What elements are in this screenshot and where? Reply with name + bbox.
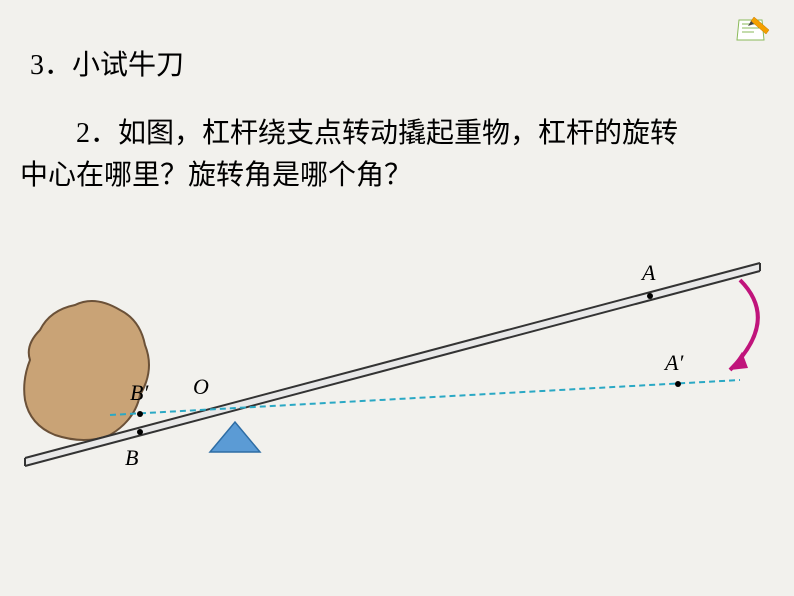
label-b-prime: B′ — [130, 380, 148, 406]
edit-icon — [734, 12, 774, 47]
question-line2: 中心在哪里？旋转角是哪个角？ — [20, 155, 678, 197]
label-b: B — [125, 445, 138, 471]
label-o: O — [193, 374, 209, 400]
lever-diagram: A A′ B B′ O — [0, 230, 794, 550]
rock-shape — [24, 301, 149, 440]
point-a-prime — [675, 381, 681, 387]
label-a: A — [642, 260, 655, 286]
point-a — [647, 293, 653, 299]
point-b — [137, 429, 143, 435]
question-text: 2．如图，杠杆绕支点转动撬起重物，杠杆的旋转 中心在哪里？旋转角是哪个角？ — [20, 113, 708, 197]
point-b-prime — [137, 411, 143, 417]
label-a-prime: A′ — [665, 350, 683, 376]
question-line1: 2．如图，杠杆绕支点转动撬起重物，杠杆的旋转 — [20, 113, 678, 155]
rotation-arc — [730, 280, 758, 370]
fulcrum-triangle — [210, 422, 260, 452]
section-heading: 3．小试牛刀 — [30, 43, 184, 83]
